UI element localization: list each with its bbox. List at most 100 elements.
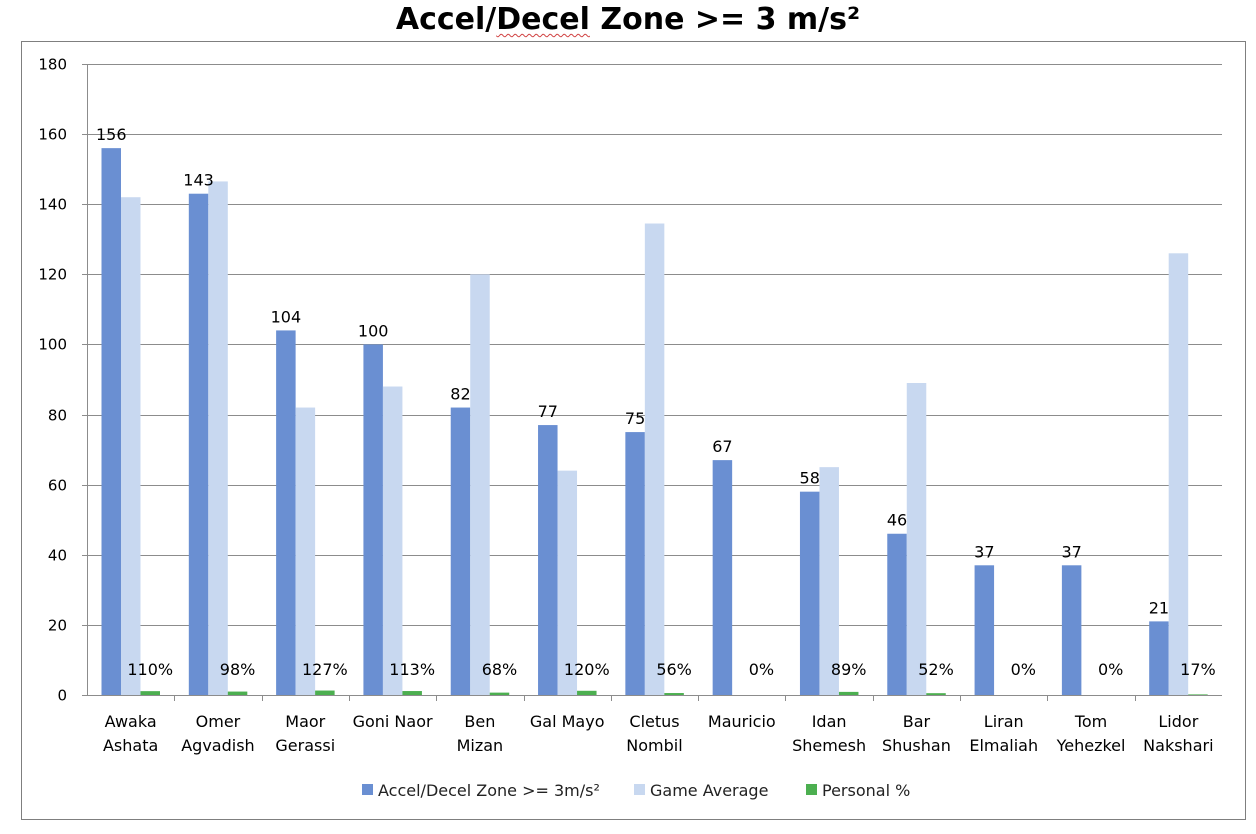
title-part-2: Decel xyxy=(496,2,590,37)
bar-accel-decel xyxy=(101,148,121,696)
y-tick-label: 60 xyxy=(48,477,67,495)
bar-accel-decel xyxy=(974,565,995,695)
bar-accel-decel xyxy=(363,344,383,695)
y-tick-label: 140 xyxy=(38,196,67,214)
legend-label: Accel/Decel Zone >= 3m/s² xyxy=(378,781,600,800)
bar-accel-decel xyxy=(450,407,471,695)
bar-accel-decel xyxy=(1061,565,1082,695)
x-tick-label: Gerassi xyxy=(275,736,335,755)
bar-accel-decel xyxy=(625,432,645,695)
y-tick-label: 160 xyxy=(38,126,67,144)
data-label-accel-decel: 46 xyxy=(887,511,907,530)
bars xyxy=(101,148,1208,696)
x-tick-label: Goni Naor xyxy=(353,712,433,731)
legend-swatch xyxy=(362,784,373,795)
title-part-1: Accel/ xyxy=(395,2,497,37)
chart-frame xyxy=(21,41,1246,820)
x-tick-label: Elmaliah xyxy=(969,736,1038,755)
bar-game-average xyxy=(208,181,228,696)
y-tick-label: 20 xyxy=(48,617,67,635)
bar-accel-decel xyxy=(538,425,558,695)
data-label-personal-pct: 120% xyxy=(564,660,610,679)
bar-game-average xyxy=(470,274,490,695)
bar-personal-pct xyxy=(227,691,248,695)
bar-personal-pct xyxy=(315,690,335,695)
data-label-personal-pct: 113% xyxy=(389,660,435,679)
data-label-accel-decel: 156 xyxy=(96,125,127,144)
x-tick-label: Ben xyxy=(464,712,495,731)
x-tick-label: Idan xyxy=(812,712,847,731)
bar-game-average xyxy=(1168,253,1189,696)
x-axis: Awaka Ashata Omer Agvadish Maor Gerassi Goni N… xyxy=(87,695,1222,755)
x-tick-label: Bar xyxy=(903,712,931,731)
bar-game-average xyxy=(557,470,578,695)
data-label-accel-decel: 75 xyxy=(625,409,645,428)
y-tick-label: 80 xyxy=(48,407,67,425)
data-label-personal-pct: 0% xyxy=(749,660,774,679)
data-label-accel-decel: 143 xyxy=(183,171,214,190)
bar-accel-decel xyxy=(1149,621,1169,695)
bar-personal-pct xyxy=(140,691,160,695)
y-tick-label: 0 xyxy=(57,687,67,705)
x-tick-label: Mauricio xyxy=(708,712,776,731)
bar-game-average xyxy=(644,223,665,695)
x-tick-label: Maor xyxy=(285,712,325,731)
bar-personal-pct xyxy=(1188,694,1208,695)
bar-personal-pct xyxy=(489,692,510,695)
bar-game-average xyxy=(906,383,927,695)
bar-accel-decel xyxy=(276,330,296,695)
x-tick-label: Omer xyxy=(196,712,241,731)
data-label-personal-pct: 0% xyxy=(1098,660,1123,679)
x-tick-label: Mizan xyxy=(457,736,504,755)
bar-game-average xyxy=(382,386,403,695)
data-label-personal-pct: 110% xyxy=(127,660,173,679)
data-label-personal-pct: 127% xyxy=(302,660,348,679)
data-label-accel-decel: 21 xyxy=(1149,598,1169,617)
bar-personal-pct xyxy=(664,693,684,695)
y-tick-label: 40 xyxy=(48,547,67,565)
data-label-accel-decel: 58 xyxy=(800,469,820,488)
data-label-accel-decel: 82 xyxy=(450,385,470,404)
bar-game-average xyxy=(819,467,839,695)
data-labels: 156 110% 143 98% 104 127% 100 113% 82 68% 77 120% 75… xyxy=(96,125,1216,679)
data-label-personal-pct: 98% xyxy=(220,660,256,679)
bar-personal-pct xyxy=(838,691,859,695)
data-label-personal-pct: 52% xyxy=(918,660,954,679)
data-label-accel-decel: 37 xyxy=(1061,542,1081,561)
x-tick-label: Gal Mayo xyxy=(530,712,605,731)
legend: Accel/Decel Zone >= 3m/s² Game Average Per… xyxy=(362,781,910,800)
bar-accel-decel xyxy=(712,460,733,695)
x-tick-label: Cletus xyxy=(629,712,679,731)
x-tick-label: Yehezkel xyxy=(1056,736,1126,755)
bar-game-average xyxy=(295,407,316,695)
bar-personal-pct xyxy=(402,691,422,695)
legend-swatch xyxy=(806,784,817,795)
data-label-personal-pct: 17% xyxy=(1180,660,1216,679)
legend-label: Game Average xyxy=(650,781,768,800)
data-label-accel-decel: 100 xyxy=(358,321,389,340)
bar-personal-pct xyxy=(926,693,946,695)
y-tick-label: 120 xyxy=(38,266,67,284)
legend-label: Personal % xyxy=(822,781,910,800)
legend-swatch xyxy=(634,784,645,795)
bar-game-average xyxy=(121,197,141,695)
x-tick-label: Shushan xyxy=(882,736,951,755)
bar-accel-decel xyxy=(887,533,907,695)
y-tick-label: 180 xyxy=(38,56,67,74)
data-label-accel-decel: 104 xyxy=(271,307,302,326)
y-axis: 0 20 40 60 80 100 120 140 160 180 xyxy=(38,56,88,705)
data-label-accel-decel: 37 xyxy=(974,542,994,561)
data-label-personal-pct: 0% xyxy=(1011,660,1036,679)
bar-personal-pct xyxy=(577,690,597,695)
data-label-accel-decel: 67 xyxy=(712,437,732,456)
x-tick-label: Agvadish xyxy=(181,736,254,755)
x-tick-label: Shemesh xyxy=(792,736,866,755)
bar-accel-decel xyxy=(188,193,209,695)
x-tick-label: Ashata xyxy=(103,736,158,755)
x-tick-label: Tom xyxy=(1074,712,1107,731)
data-label-personal-pct: 89% xyxy=(831,660,867,679)
y-tick-label: 100 xyxy=(38,336,67,354)
x-tick-label: Nakshari xyxy=(1143,736,1213,755)
